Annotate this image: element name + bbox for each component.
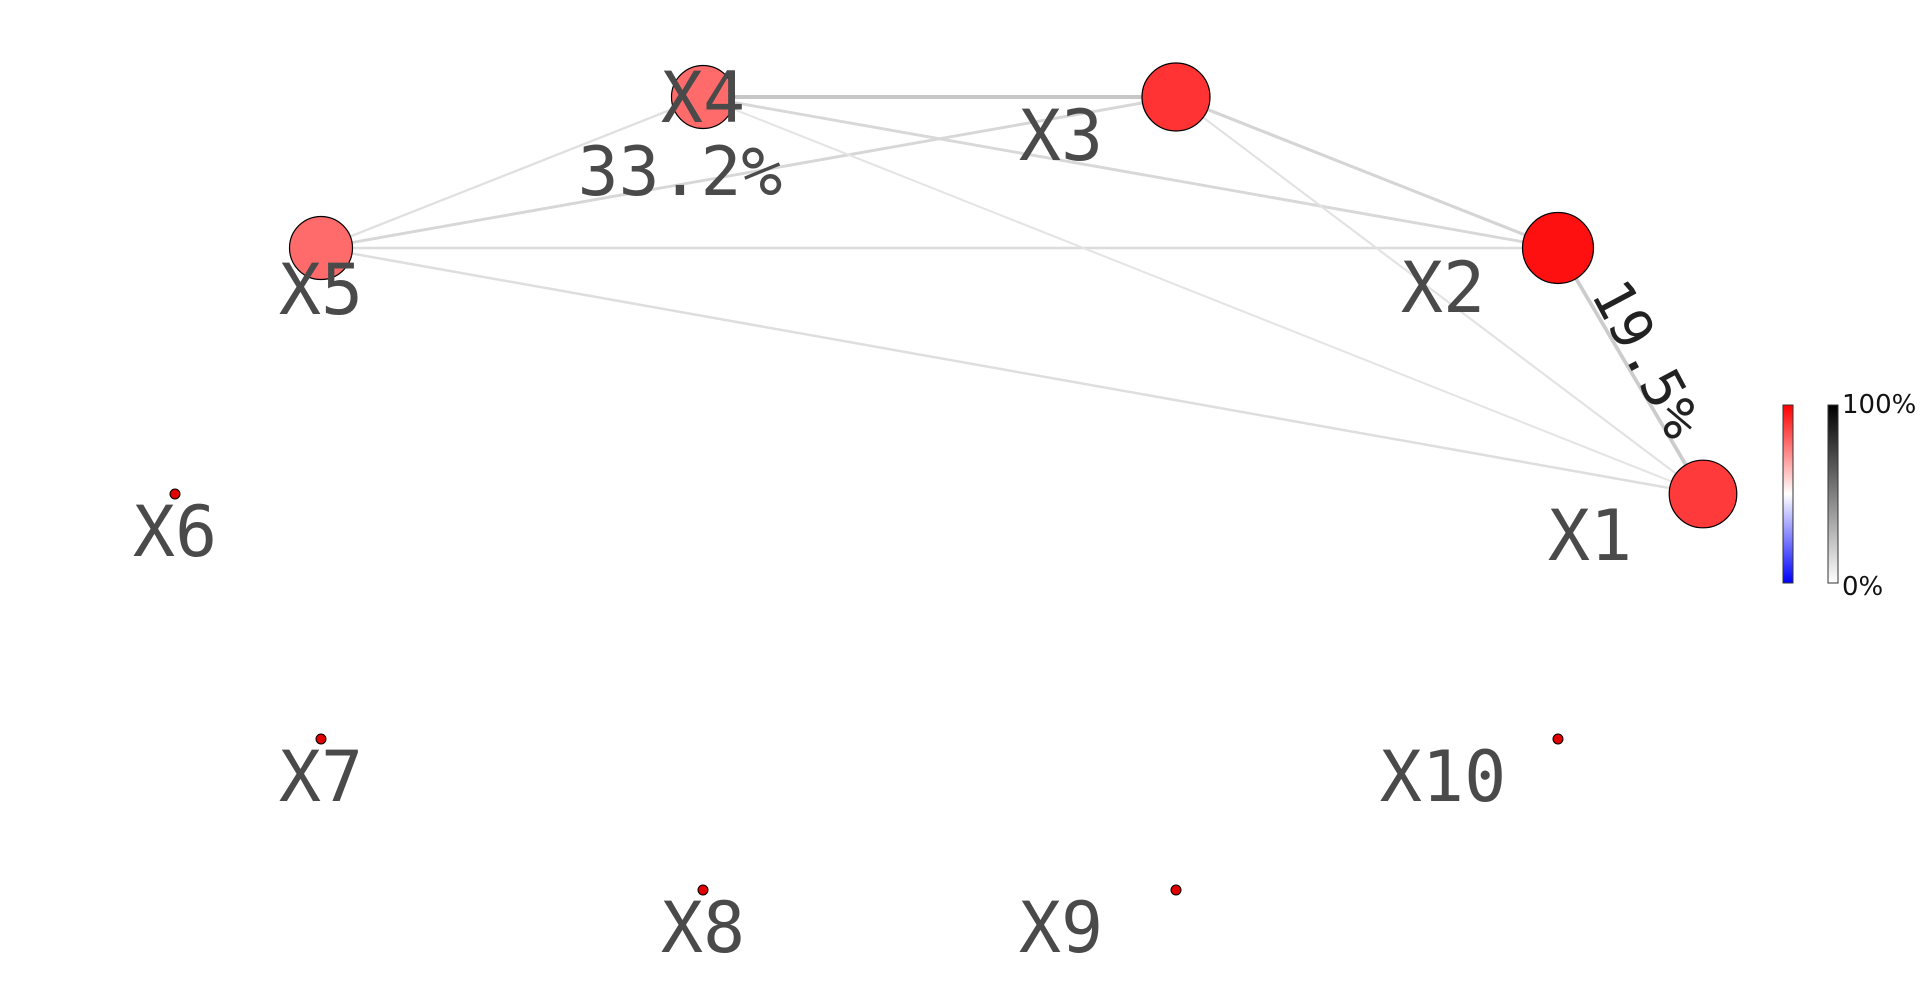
node-x6 <box>169 488 181 500</box>
node-x10 <box>1552 733 1564 745</box>
edge-colorbar-gradient <box>1827 404 1839 584</box>
edge-x5-x4 <box>319 95 705 250</box>
node-x2 <box>1521 211 1595 285</box>
edge-colorbar-max-label: 100% <box>1842 390 1916 420</box>
node-label-x6: X6 <box>133 491 217 573</box>
node-label-x3: X3 <box>1019 95 1103 177</box>
edge-label-x4-x3: 33.2% <box>578 133 783 212</box>
node-label-x5: X5 <box>279 249 363 331</box>
edge-x5-x1 <box>319 246 1705 496</box>
node-label-x7: X7 <box>279 736 363 818</box>
node-x7 <box>315 733 327 745</box>
edge-colorbar: 100% 0% <box>1827 390 1916 602</box>
node-x4 <box>670 64 736 130</box>
node-label-x8: X8 <box>661 887 745 969</box>
node-label-x9: X9 <box>1019 887 1103 969</box>
node-label-x4: X4 <box>661 57 745 139</box>
node-colorbar <box>1782 404 1794 584</box>
edge-label-x2-x1: 19.5% <box>1578 270 1715 449</box>
edge-x4-x2 <box>701 95 1560 250</box>
edge-x5-x3 <box>319 95 1178 250</box>
edge-x4-x1 <box>702 96 1704 495</box>
node-x5 <box>288 215 354 281</box>
node-x3 <box>1141 62 1211 132</box>
node-x1 <box>1668 459 1738 529</box>
node-label-x10: X10 <box>1380 736 1506 818</box>
edges-layer <box>319 94 1705 496</box>
node-x8 <box>697 884 709 896</box>
node-label-x2: X2 <box>1401 247 1485 329</box>
node-label-x1: X1 <box>1548 495 1632 577</box>
edge-x2-x1 <box>1556 246 1705 496</box>
node-x9 <box>1170 884 1182 896</box>
edge-x3-x1 <box>1174 95 1705 496</box>
edge-colorbar-min-label: 0% <box>1842 572 1883 602</box>
node-labels-layer: X1 X2 X3 X4 X5 X6 X7 X8 X9 X10 <box>133 57 1632 969</box>
edge-x3-x2 <box>1174 95 1560 250</box>
node-colorbar-gradient <box>1782 404 1794 584</box>
nodes-layer <box>169 62 1738 896</box>
